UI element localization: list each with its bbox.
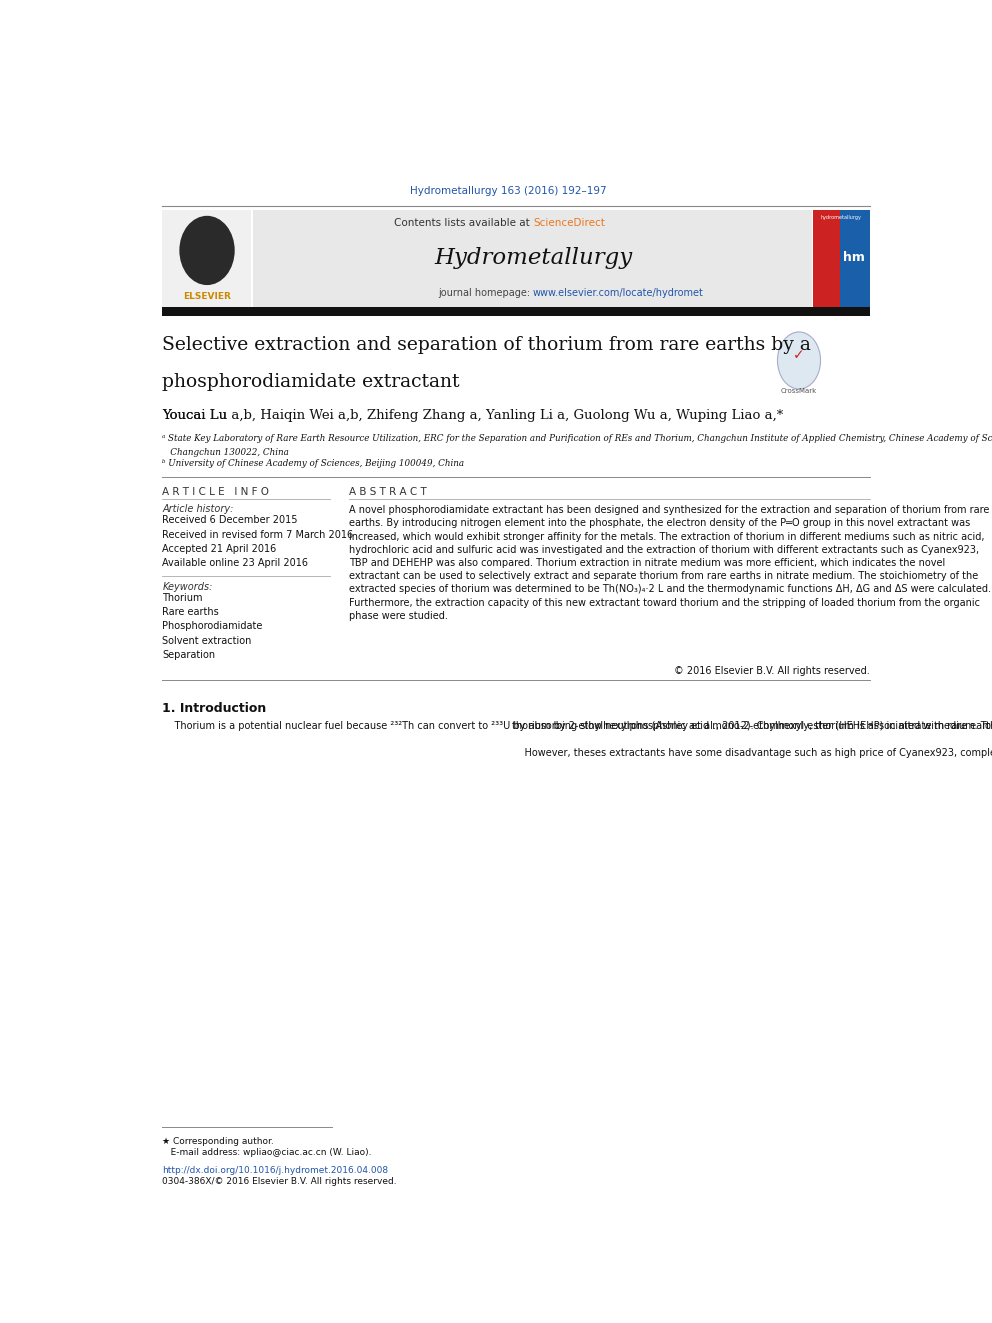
Circle shape [778,332,820,389]
Text: ★ Corresponding author.: ★ Corresponding author. [163,1136,274,1146]
Text: Youcai Lu: Youcai Lu [163,409,232,422]
Text: ScienceDirect: ScienceDirect [533,218,605,228]
Text: A R T I C L E   I N F O: A R T I C L E I N F O [163,487,270,496]
Text: Hydrometallurgy: Hydrometallurgy [434,246,632,269]
Text: E-mail address: wpliao@ciac.ac.cn (W. Liao).: E-mail address: wpliao@ciac.ac.cn (W. Li… [163,1148,372,1156]
Text: Rare earths: Rare earths [163,607,219,617]
Text: ᵃ State Key Laboratory of Rare Earth Resource Utilization, ERC for the Separatio: ᵃ State Key Laboratory of Rare Earth Res… [163,434,992,443]
Ellipse shape [180,216,235,284]
Text: www.elsevier.com/locate/hydromet: www.elsevier.com/locate/hydromet [533,288,704,298]
Text: http://dx.doi.org/10.1016/j.hydromet.2016.04.008: http://dx.doi.org/10.1016/j.hydromet.201… [163,1167,389,1175]
Text: ELSEVIER: ELSEVIER [184,292,231,302]
Text: Selective extraction and separation of thorium from rare earths by a: Selective extraction and separation of t… [163,336,811,355]
Text: thorium by 2-ethylhexylphosphonic acid mono-2-ethylhexyl ester (HEHEHP) in nitra: thorium by 2-ethylhexylphosphonic acid m… [512,721,992,758]
Text: Accepted 21 April 2016: Accepted 21 April 2016 [163,544,277,554]
Bar [812,209,870,310]
Text: Youcai Lu a,b, Haiqin Wei a,b, Zhifeng Zhang a, Yanling Li a, Guolong Wu a, Wupi: Youcai Lu a,b, Haiqin Wei a,b, Zhifeng Z… [163,409,784,422]
Text: Thorium is a potential nuclear fuel because ²³²Th can convert to ²³³U by absorbi: Thorium is a potential nuclear fuel beca… [163,721,992,732]
Bar [812,209,840,310]
Text: Changchun 130022, China: Changchun 130022, China [163,448,290,456]
Text: Available online 23 April 2016: Available online 23 April 2016 [163,558,309,568]
Text: hm: hm [843,251,865,265]
Text: A B S T R A C T: A B S T R A C T [349,487,427,496]
Text: Hydrometallurgy 163 (2016) 192–197: Hydrometallurgy 163 (2016) 192–197 [410,187,607,196]
Text: phosphorodiamidate extractant: phosphorodiamidate extractant [163,373,460,390]
Text: Article history:: Article history: [163,504,234,515]
Text: 1. Introduction: 1. Introduction [163,701,267,714]
Text: Keywords:: Keywords: [163,582,213,591]
Text: Thorium: Thorium [163,593,203,603]
Text: hydrometallurgy: hydrometallurgy [820,216,862,221]
Text: Solvent extraction: Solvent extraction [163,635,252,646]
Text: Received in revised form 7 March 2016: Received in revised form 7 March 2016 [163,529,353,540]
Text: ✓: ✓ [794,348,805,363]
Text: Separation: Separation [163,650,215,660]
Text: ᵇ University of Chinese Academy of Sciences, Beijing 100049, China: ᵇ University of Chinese Academy of Scien… [163,459,464,468]
Text: journal homepage:: journal homepage: [437,288,533,298]
Text: 0304-386X/© 2016 Elsevier B.V. All rights reserved.: 0304-386X/© 2016 Elsevier B.V. All right… [163,1177,397,1187]
Text: Received 6 December 2015: Received 6 December 2015 [163,515,298,525]
Text: © 2016 Elsevier B.V. All rights reserved.: © 2016 Elsevier B.V. All rights reserved… [674,665,870,676]
Text: Contents lists available at: Contents lists available at [394,218,533,228]
Bar [163,209,251,310]
Bar [253,209,812,310]
Bar [163,307,870,316]
Text: CrossMark: CrossMark [781,388,817,394]
Text: A novel phosphorodiamidate extractant has been designed and synthesized for the : A novel phosphorodiamidate extractant ha… [349,505,991,620]
Text: Phosphorodiamidate: Phosphorodiamidate [163,622,263,631]
